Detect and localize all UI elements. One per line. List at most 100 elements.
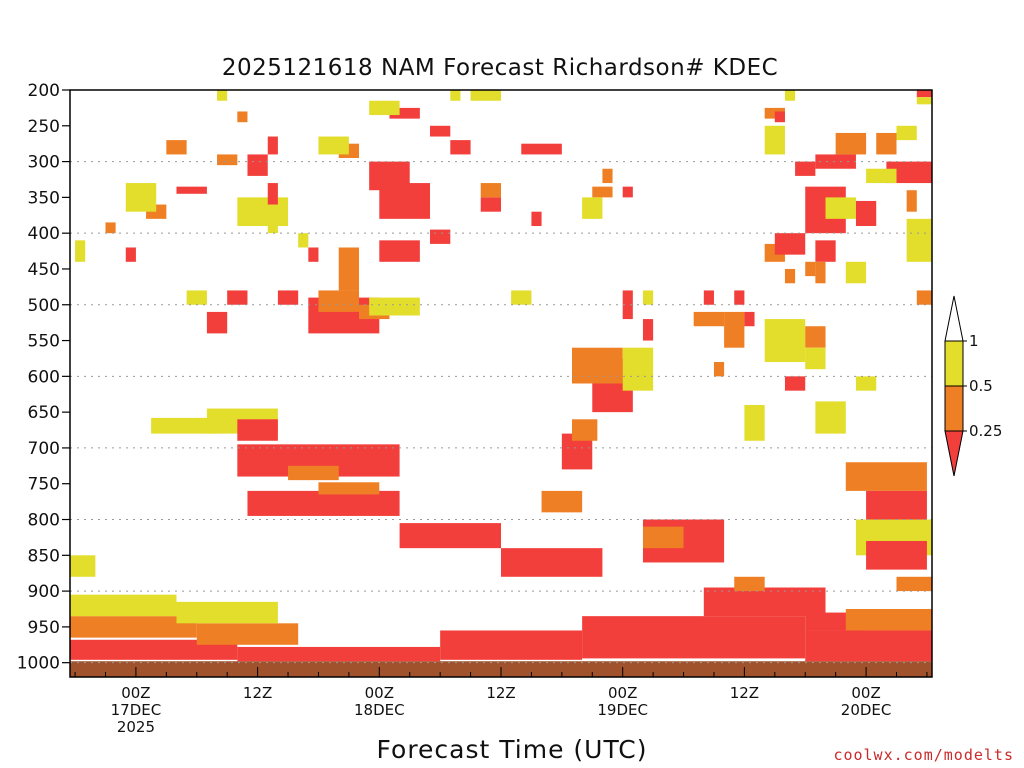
heatmap-cell bbox=[642, 319, 654, 341]
heatmap-cell bbox=[440, 630, 583, 660]
legend-swatch bbox=[944, 385, 964, 432]
heatmap-cell bbox=[541, 490, 583, 513]
x-tick-label: 00Z bbox=[851, 684, 880, 702]
legend-label: 0.5 bbox=[969, 377, 993, 395]
heatmap-cell bbox=[855, 376, 877, 391]
heatmap-cell bbox=[571, 347, 623, 384]
heatmap-cell bbox=[825, 197, 856, 219]
x-tick-label: 19DEC bbox=[597, 701, 648, 719]
heatmap-cell bbox=[764, 319, 806, 363]
heatmap-cell bbox=[531, 211, 542, 227]
y-tick-label: 300 bbox=[28, 153, 60, 173]
heatmap-cell bbox=[784, 376, 806, 391]
heatmap-cell bbox=[734, 290, 745, 305]
heatmap-cell bbox=[227, 290, 248, 305]
heatmap-cell bbox=[217, 90, 228, 101]
y-tick-label: 1000 bbox=[17, 654, 60, 674]
heatmap-cell bbox=[318, 482, 380, 495]
heatmap-cell bbox=[724, 311, 745, 348]
heatmap-cell bbox=[237, 197, 289, 227]
heatmap-cell bbox=[196, 623, 299, 645]
heatmap-cell bbox=[288, 465, 339, 481]
heatmap-cell bbox=[703, 290, 714, 305]
heatmap-cell bbox=[784, 268, 796, 284]
heatmap-cell bbox=[876, 132, 897, 155]
heatmap-cell bbox=[805, 326, 826, 348]
heatmap-cell bbox=[693, 311, 725, 327]
heatmap-cell bbox=[582, 197, 603, 219]
heatmap-cells bbox=[70, 90, 932, 677]
heatmap-cell bbox=[206, 311, 228, 334]
y-tick-label: 500 bbox=[28, 296, 60, 316]
heatmap-cell bbox=[815, 240, 836, 262]
heatmap-cell bbox=[267, 136, 278, 155]
heatmap-cell bbox=[399, 523, 501, 549]
y-tick-label: 850 bbox=[28, 546, 60, 566]
heatmap-cell bbox=[318, 136, 349, 155]
chart-title: 2025121618 NAM Forecast Richardson# KDEC bbox=[222, 55, 778, 81]
legend-swatch bbox=[944, 340, 964, 387]
x-tick-label: 12Z bbox=[486, 684, 515, 702]
heatmap-cell bbox=[582, 616, 806, 659]
heatmap-cell bbox=[815, 261, 826, 284]
x-axis-label: Forecast Time (UTC) bbox=[377, 735, 648, 764]
heatmap-cell bbox=[450, 90, 461, 101]
heatmap-cell bbox=[237, 419, 278, 441]
heatmap-cell bbox=[125, 247, 136, 262]
heatmap-cell bbox=[805, 261, 816, 277]
heatmap-cell bbox=[267, 211, 278, 234]
heatmap-cell bbox=[896, 125, 917, 141]
x-tick-label: 12Z bbox=[730, 684, 759, 702]
heatmap-cell bbox=[916, 290, 932, 305]
heatmap-cell bbox=[866, 168, 897, 184]
y-tick-label: 250 bbox=[28, 117, 60, 137]
heatmap-cell bbox=[622, 290, 633, 320]
heatmap-cell bbox=[886, 161, 932, 184]
heatmap-cell bbox=[805, 347, 826, 370]
y-tick-label: 650 bbox=[28, 403, 60, 423]
heatmap-cell bbox=[298, 233, 309, 248]
heatmap-cell bbox=[75, 240, 86, 262]
y-tick-label: 800 bbox=[28, 511, 60, 531]
heatmap-cell bbox=[734, 576, 765, 592]
legend-label: 0.25 bbox=[969, 422, 1002, 440]
heatmap-cell bbox=[308, 247, 319, 262]
heatmap-cell bbox=[845, 462, 927, 491]
heatmap-cell bbox=[277, 290, 299, 305]
heatmap-cell bbox=[176, 601, 278, 624]
heatmap-cell bbox=[571, 419, 598, 441]
heatmap-cell bbox=[906, 218, 932, 262]
y-axis: 200 250 300 350 400 450 500 550 600 650 700 750 800 8… bbox=[17, 81, 70, 674]
heatmap-cell bbox=[703, 587, 826, 617]
credit-text[interactable]: coolwx.com/modelts bbox=[833, 746, 1014, 764]
heatmap-cell bbox=[744, 311, 755, 327]
x-tick-label: 12Z bbox=[243, 684, 272, 702]
heatmap-cell bbox=[622, 347, 654, 391]
heatmap-cell bbox=[642, 526, 684, 549]
heatmap-cell bbox=[70, 639, 238, 660]
heatmap-cell bbox=[521, 143, 562, 155]
heatmap-cell bbox=[70, 616, 197, 638]
heatmap-cell bbox=[217, 154, 238, 166]
heatmap-cell bbox=[237, 646, 441, 662]
legend-swatch-top bbox=[944, 295, 964, 342]
heatmap-cell bbox=[906, 190, 917, 212]
heatmap-cell bbox=[237, 111, 248, 123]
heatmap-cell bbox=[602, 168, 613, 184]
heatmap-cell bbox=[774, 233, 806, 255]
heatmap-cell bbox=[105, 222, 116, 234]
x-tick-label: 2025 bbox=[117, 718, 155, 736]
heatmap-cell bbox=[835, 132, 867, 155]
y-tick-label: 400 bbox=[28, 224, 60, 244]
y-tick-label: 350 bbox=[28, 188, 60, 208]
heatmap-cell bbox=[713, 362, 725, 377]
heatmap-cell bbox=[369, 100, 400, 116]
heatmap-cell bbox=[267, 183, 278, 205]
heatmap-cell bbox=[866, 540, 927, 570]
heatmap-cell bbox=[338, 247, 360, 291]
heatmap-cell bbox=[784, 90, 796, 101]
y-tick-label: 950 bbox=[28, 618, 60, 638]
heatmap-cell bbox=[501, 548, 603, 577]
